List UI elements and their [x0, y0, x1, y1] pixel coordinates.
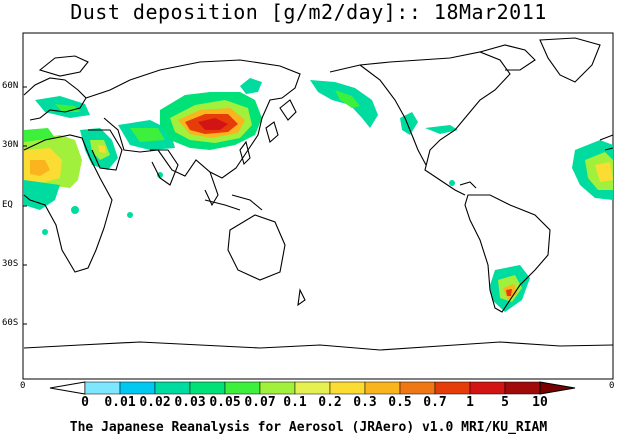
colorbar-tick-label: 0.02	[139, 395, 171, 410]
footer-credit: The Japanese Reanalysis for Aerosol (JRA…	[69, 420, 548, 435]
colorbar-tick-label: 0.5	[388, 395, 412, 410]
colorbar-tick-label: 0.05	[209, 395, 241, 410]
colorbar-tick-label: 5	[501, 395, 509, 410]
colorbar-swatch	[294, 381, 331, 395]
colorbar-swatch	[329, 381, 366, 395]
colorbar-swatch	[84, 381, 121, 395]
colorbar-tick-label: 0.2	[318, 395, 342, 410]
colorbar-swatch	[259, 381, 296, 395]
colorbar-swatch	[119, 381, 156, 395]
colorbar-min-arrow	[49, 381, 86, 395]
colorbar-right-end-label: 0	[609, 381, 615, 391]
colorbar-swatch	[399, 381, 436, 395]
lat-label-eq: EQ	[2, 200, 13, 210]
colorbar-swatch	[469, 381, 506, 395]
colorbar-swatch	[364, 381, 401, 395]
coastlines	[23, 37, 614, 351]
colorbar-tick-label: 0.07	[244, 395, 276, 410]
colorbar-swatch	[504, 381, 541, 395]
colorbar-tick-label: 0.03	[174, 395, 206, 410]
colorbar-tick-label: 0.1	[283, 395, 307, 410]
colorbar-swatch	[154, 381, 191, 395]
colorbar-tick-label: 0	[81, 395, 89, 410]
colorbar-tick-label: 1	[466, 395, 474, 410]
colorbar-swatch	[224, 381, 261, 395]
colorbar-max-arrow	[539, 381, 576, 395]
lat-label-60s: 60S	[2, 318, 19, 328]
colorbar-left-end-label: 0	[20, 381, 26, 391]
colorbar-tick-label: 0.7	[423, 395, 447, 410]
map-title: Dust deposition [g/m2/day]:: 18Mar2011	[70, 0, 547, 24]
colorbar-tick-label: 0.01	[104, 395, 136, 410]
colorbar-swatch	[189, 381, 226, 395]
dust-plumes	[24, 78, 613, 312]
colorbar-tick-label: 10	[532, 395, 548, 410]
lat-label-30n: 30N	[2, 140, 19, 150]
colorbar-swatch	[434, 381, 471, 395]
colorbar-tick-label: 0.3	[353, 395, 377, 410]
lat-label-30s: 30S	[2, 259, 19, 269]
lat-label-60n: 60N	[2, 81, 19, 91]
